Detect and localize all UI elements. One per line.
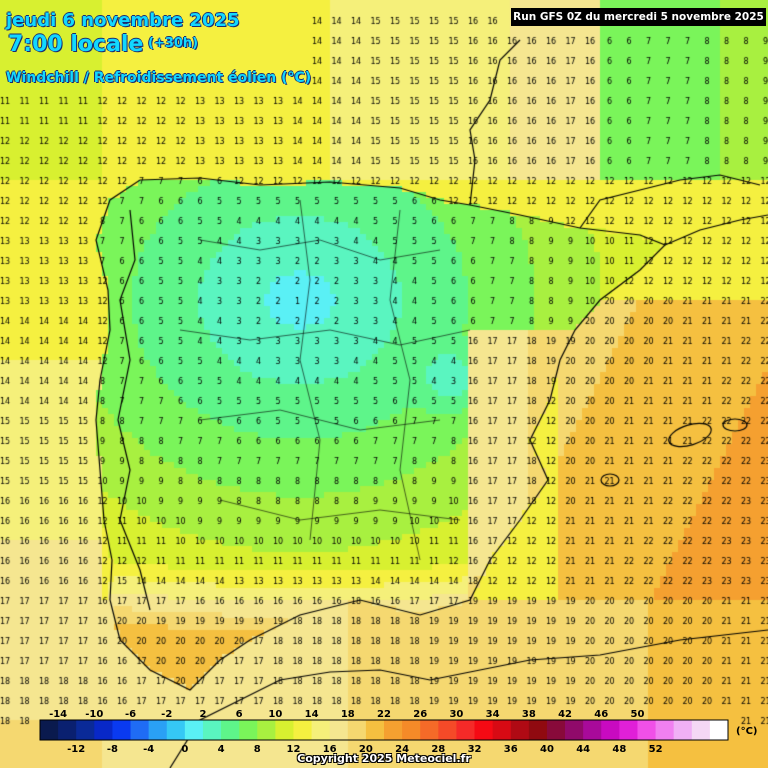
color-legend: -14 -10 -6 -2 2 6 10 14 18 22 26 30 34 38 42 46 50-12 -8-… <box>39 709 729 755</box>
forecast-date: jeudi 6 novembre 2025 <box>6 10 240 31</box>
legend-bottom-label: 28 <box>431 744 445 755</box>
legend-swatch <box>221 720 240 740</box>
legend-swatch <box>565 720 584 740</box>
legend-swatch <box>40 720 59 740</box>
legend-swatch <box>94 720 113 740</box>
legend-top-label: 38 <box>522 709 536 720</box>
legend-swatch <box>275 720 294 740</box>
legend-swatch <box>619 720 638 740</box>
legend-swatch <box>601 720 620 740</box>
legend-swatch <box>384 720 403 740</box>
legend-bottom-label: 48 <box>612 744 626 755</box>
legend-bottom-label: 8 <box>254 744 261 755</box>
parameter-title: Windchill / Refroidissement éolien (°C) <box>6 70 312 86</box>
legend-swatch <box>166 720 186 740</box>
legend-swatch <box>420 720 439 740</box>
legend-top-label: 30 <box>449 709 463 720</box>
run-info: Run GFS 0Z du mercredi 5 novembre 2025 <box>511 8 766 26</box>
legend-swatch <box>239 720 258 740</box>
legend-top-label: 22 <box>377 709 391 720</box>
copyright: Copyright 2025 Meteociel.fr <box>297 752 471 765</box>
legend-bottom-label: 20 <box>359 744 373 755</box>
legend-swatch <box>130 720 150 740</box>
legend-top-label: 10 <box>268 709 282 720</box>
legend-swatch <box>655 720 675 740</box>
legend-top-label: 34 <box>486 709 500 720</box>
legend-top-label: 42 <box>558 709 572 720</box>
legend-bottom-label: 12 <box>287 744 301 755</box>
legend-swatch <box>456 720 476 740</box>
legend-swatch <box>202 720 222 740</box>
legend-swatch <box>492 720 512 740</box>
legend-swatch <box>58 720 77 740</box>
legend-swatch <box>76 720 95 740</box>
legend-top-label: 14 <box>305 709 319 720</box>
legend-top-label: -14 <box>49 709 67 720</box>
legend-bottom-label: 44 <box>576 744 590 755</box>
legend-top-label: 18 <box>341 709 355 720</box>
legend-bottom-label: 16 <box>323 744 337 755</box>
legend-swatch <box>347 720 367 740</box>
legend-swatch <box>365 720 385 740</box>
legend-border <box>39 719 729 741</box>
legend-swatch <box>148 720 168 740</box>
legend-swatch <box>257 720 276 740</box>
legend-swatch <box>709 720 729 740</box>
legend-swatch <box>474 720 494 740</box>
legend-swatch <box>329 720 349 740</box>
legend-swatch <box>673 720 693 740</box>
legend-top-label: 6 <box>236 709 243 720</box>
legend-top-label: -6 <box>125 709 136 720</box>
legend-unit: (°C) <box>736 726 758 737</box>
legend-bottom-label: 32 <box>468 744 482 755</box>
legend-swatch <box>184 720 204 740</box>
legend-swatch <box>402 720 421 740</box>
legend-top-label: 2 <box>199 709 206 720</box>
legend-swatch <box>583 720 602 740</box>
legend-swatch <box>510 720 530 740</box>
legend-swatch <box>293 720 313 740</box>
legend-top-label: 46 <box>594 709 608 720</box>
legend-swatch <box>691 720 711 740</box>
legend-top-label: -10 <box>85 709 103 720</box>
legend-top-label: 26 <box>413 709 427 720</box>
legend-bottom-label: -12 <box>67 744 85 755</box>
legend-bottom-label: 52 <box>649 744 663 755</box>
legend-swatch <box>112 720 132 740</box>
legend-bottom-label: -4 <box>143 744 154 755</box>
legend-bottom-label: 36 <box>504 744 518 755</box>
legend-bottom-label: 40 <box>540 744 554 755</box>
legend-swatch <box>546 720 566 740</box>
legend-swatch <box>438 720 457 740</box>
legend-swatch <box>311 720 331 740</box>
legend-swatch <box>528 720 548 740</box>
legend-swatch <box>637 720 657 740</box>
legend-bottom-label: -8 <box>107 744 118 755</box>
legend-top-label: -2 <box>161 709 172 720</box>
legend-top-label: 50 <box>631 709 645 720</box>
legend-bottom-label: 24 <box>395 744 409 755</box>
legend-bottom-label: 4 <box>218 744 225 755</box>
legend-bottom-label: 0 <box>181 744 188 755</box>
forecast-local-time: 7:00 locale <box>8 32 144 57</box>
forecast-lead-time: (+30h) <box>148 36 199 51</box>
